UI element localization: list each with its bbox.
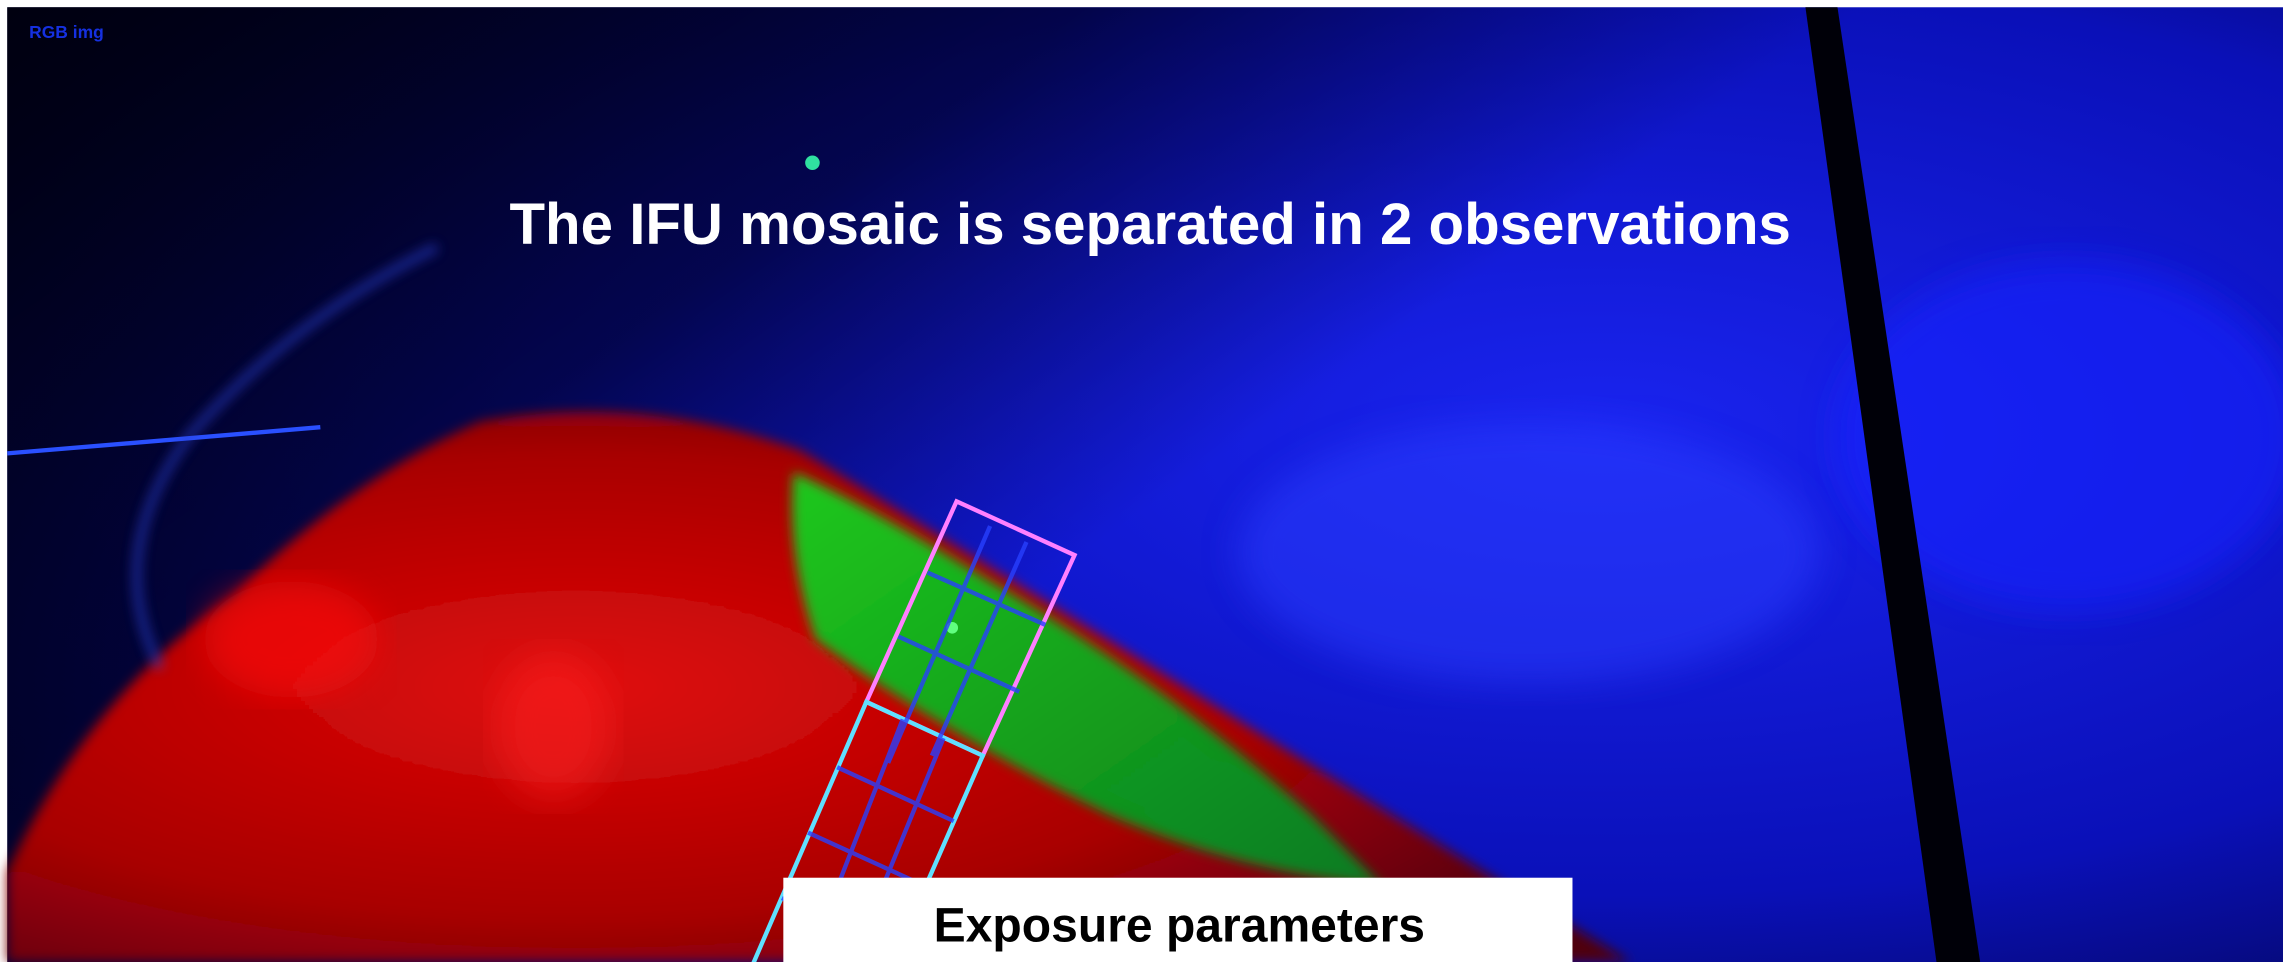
sky-image — [7, 7, 2283, 962]
overlay-label: RGB img — [29, 22, 104, 42]
panel-title: Exposure parameters — [934, 900, 1425, 953]
slide-title: The IFU mosaic is separated in 2 observa… — [510, 192, 1791, 257]
screenshot: RGB img The IFU mosaic is separated in 2… — [0, 0, 2283, 962]
page: RGB img The IFU mosaic is separated in 2… — [0, 0, 2283, 962]
